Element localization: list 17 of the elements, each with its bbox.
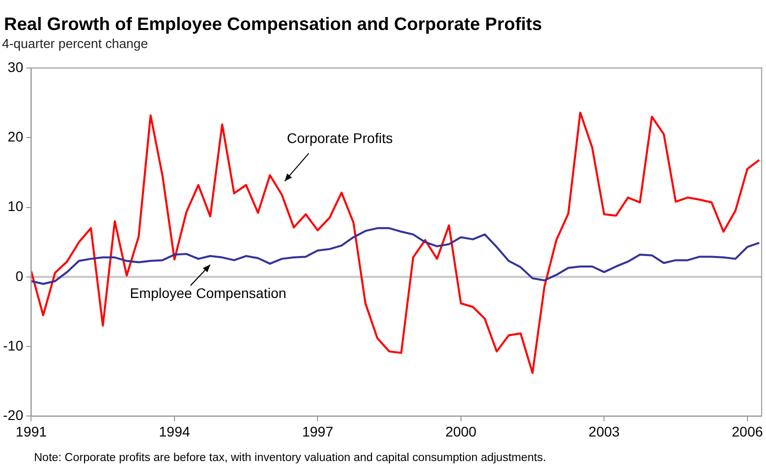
y-tick-label: 20 — [8, 128, 24, 144]
y-tick-label: 0 — [15, 268, 24, 284]
chart-subtitle: 4-quarter percent change — [2, 36, 148, 51]
x-tick-label: 2006 — [732, 423, 764, 440]
text: Note: Corporate profits are before tax, with inventory valuation and capital consumption adjustments. — [34, 452, 546, 464]
y-tick-label: 10 — [8, 198, 24, 214]
series-label: Employee Compensation — [130, 285, 286, 302]
x-tick-label: 1991 — [16, 423, 48, 440]
x-tick-label: 1997 — [302, 423, 334, 440]
x-tick-label: 1994 — [158, 423, 190, 440]
y-tick-label: -20 — [3, 407, 24, 424]
text: Corporate Profits — [286, 130, 393, 146]
y-tick-label: 30 — [8, 58, 24, 75]
y-tick-label: -10 — [3, 337, 24, 354]
chart-title: Real Growth of Employee Compensation and Corporate Profits — [4, 14, 542, 35]
x-tick-label: 2003 — [588, 423, 620, 440]
x-tick-label: 2000 — [445, 423, 477, 440]
